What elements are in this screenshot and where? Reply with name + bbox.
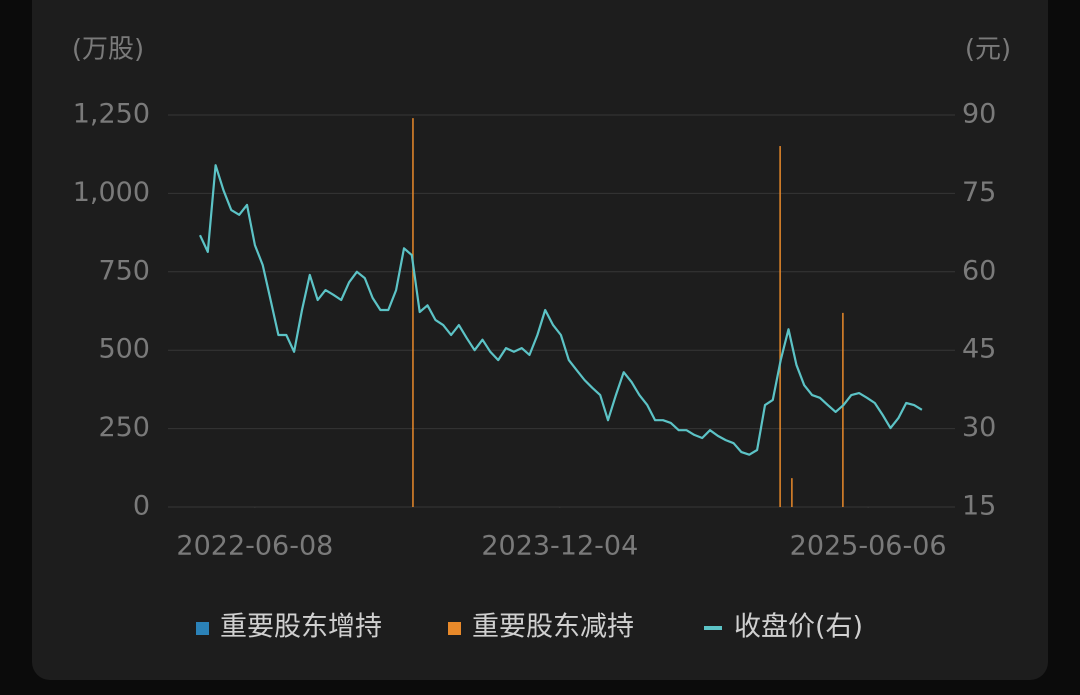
legend-label: 重要股东减持 xyxy=(472,612,634,643)
y-tick-label: 250 xyxy=(98,412,150,443)
card xyxy=(32,0,1048,680)
y-tick-label: 500 xyxy=(98,334,150,365)
y2-tick-label: 75 xyxy=(962,177,996,208)
bar xyxy=(412,118,414,508)
bar xyxy=(779,146,781,508)
legend-swatch xyxy=(704,626,722,630)
bar xyxy=(842,312,844,507)
legend-swatch xyxy=(196,622,209,635)
y2-tick-label: 45 xyxy=(962,334,996,365)
price-line xyxy=(199,164,923,456)
y-tick-label: 1,000 xyxy=(73,177,150,208)
y2-axis-label: (元) xyxy=(965,35,1011,65)
x-tick-label: 2022-06-08 xyxy=(176,531,333,562)
y2-tick-label: 90 xyxy=(962,99,996,130)
y2-tick-label: 15 xyxy=(962,491,996,522)
x-tick-label: 2025-06-06 xyxy=(790,531,947,562)
bar xyxy=(791,478,793,507)
y-axis-label: (万股) xyxy=(72,35,144,65)
legend-label: 收盘价(右) xyxy=(734,612,863,643)
y-tick-label: 750 xyxy=(98,255,150,286)
x-tick-label: 2023-12-04 xyxy=(481,531,638,562)
y-tick-label: 0 xyxy=(133,491,150,522)
legend-swatch xyxy=(448,622,461,635)
legend-label: 重要股东增持 xyxy=(220,612,382,643)
y2-tick-label: 30 xyxy=(962,412,996,443)
y-tick-label: 1,250 xyxy=(73,99,150,130)
y2-tick-label: 60 xyxy=(962,255,996,286)
